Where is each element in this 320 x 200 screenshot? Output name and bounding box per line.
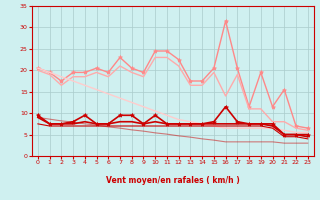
X-axis label: Vent moyen/en rafales ( km/h ): Vent moyen/en rafales ( km/h ) bbox=[106, 176, 240, 185]
